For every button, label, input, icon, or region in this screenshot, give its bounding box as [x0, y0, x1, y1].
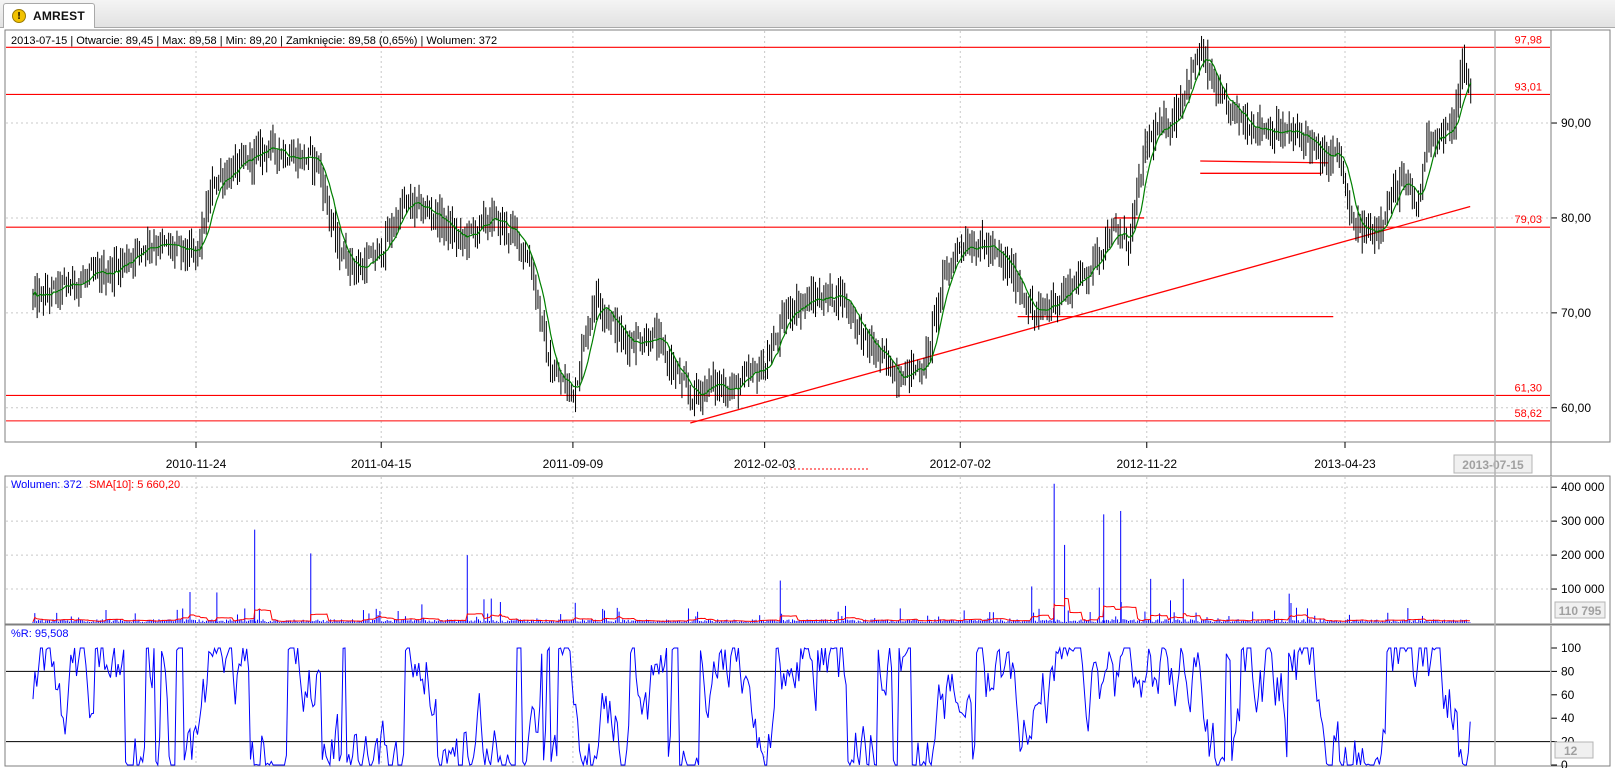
price-y-tick-label: 60,00 — [1561, 401, 1591, 415]
volume-y-tick-label: 300 000 — [1561, 514, 1605, 528]
williams-cursor-value: 12 — [1564, 744, 1578, 758]
price-level-label: 79,03 — [1514, 214, 1542, 226]
price-panel[interactable]: 97,98 93,01 79,03 61,30 58,62 60,00 70,00 80,0… — [4, 29, 1611, 476]
candles — [32, 35, 1472, 417]
williams-legend: %R: 95,508 — [11, 628, 68, 640]
price-grid — [6, 31, 1550, 441]
price-level-labels: 97,98 93,01 79,03 61,30 58,62 — [1514, 34, 1542, 420]
williams-y-tick-label: 100 — [1561, 641, 1581, 655]
tab-bar: ! AMREST — [0, 0, 1615, 28]
williams-r-panel[interactable]: 020406080100 %R: 95,508 12 — [4, 624, 1611, 768]
x-tick-label: 2011-09-09 — [543, 457, 604, 471]
x-tick-label: 2012-11-22 — [1117, 457, 1178, 471]
current-date-box — [1453, 454, 1533, 474]
williams-panel-frame — [4, 624, 1611, 767]
volume-cursor-box — [1554, 601, 1606, 619]
x-tick-label: 2011-04-15 — [351, 457, 412, 471]
trend-line — [1200, 160, 1329, 164]
tab-amrest[interactable]: ! AMREST — [3, 3, 95, 28]
volume-y-tick-label: 100 000 — [1561, 582, 1605, 596]
price-y-tick-label: 90,00 — [1561, 116, 1591, 130]
volume-y-tick-label: 200 000 — [1561, 548, 1605, 562]
volume-panel[interactable]: 100 000 200 000 300 000 400 000 Wolumen: 37… — [4, 475, 1611, 626]
price-levels — [6, 46, 1550, 422]
x-tick-label: 2012-07-02 — [930, 457, 992, 471]
williams-cursor-box — [1554, 741, 1594, 759]
volume-bars — [32, 483, 1471, 623]
trend-line — [690, 205, 1471, 424]
warning-icon: ! — [12, 9, 26, 23]
volume-panel-frame — [4, 475, 1611, 625]
price-y-tick-label: 80,00 — [1561, 211, 1591, 225]
williams-y-tick-label: 80 — [1561, 664, 1575, 678]
williams-y-tick-label: 40 — [1561, 711, 1575, 725]
x-tick-label: 2013-04-23 — [1314, 457, 1376, 471]
williams-y-axis: 020406080100 — [1550, 626, 1581, 768]
volume-legend: Wolumen: 372 — [11, 479, 82, 491]
price-level-label: 61,30 — [1514, 382, 1542, 394]
price-level-label: 58,62 — [1514, 408, 1542, 420]
price-info-line: 2013-07-15 | Otwarcie: 89,45 | Max: 89,5… — [11, 35, 497, 47]
williams-y-tick-label: 60 — [1561, 688, 1575, 702]
williams-r-line — [32, 646, 1471, 767]
stock-chart[interactable]: 97,98 93,01 79,03 61,30 58,62 60,00 70,00 80,0… — [0, 28, 1615, 768]
trend-lines — [690, 160, 1471, 424]
moving-average-line — [32, 58, 1472, 396]
price-level-label: 93,01 — [1514, 81, 1542, 93]
x-ticks: 2010-11-24 2011-04-15 2011-09-09 2012-02-03… — [166, 442, 1376, 471]
price-level-label: 97,98 — [1514, 34, 1542, 46]
tab-label: AMREST — [33, 9, 85, 23]
volume-sma-line — [32, 597, 1470, 622]
x-tick-label: 2012-02-03 — [734, 457, 796, 471]
volume-y-tick-label: 400 000 — [1561, 480, 1605, 494]
price-y-axis: 60,00 70,00 80,00 90,00 — [1551, 116, 1591, 415]
volume-cursor-value: 110 795 — [1559, 604, 1602, 618]
x-axis: 2010-11-24 2011-04-15 2011-09-09 2012-02-03… — [5, 441, 1551, 474]
volume-grid — [6, 477, 1550, 623]
price-y-tick-label: 70,00 — [1561, 306, 1591, 320]
volume-sma-legend: SMA[10]: 5 660,20 — [89, 479, 180, 491]
williams-y-tick-label: 0 — [1561, 758, 1568, 768]
volume-y-axis: 100 000 200 000 300 000 400 000 — [1550, 477, 1605, 623]
current-date-label: 2013-07-15 — [1462, 458, 1524, 472]
x-tick-label: 2010-11-24 — [166, 457, 227, 471]
